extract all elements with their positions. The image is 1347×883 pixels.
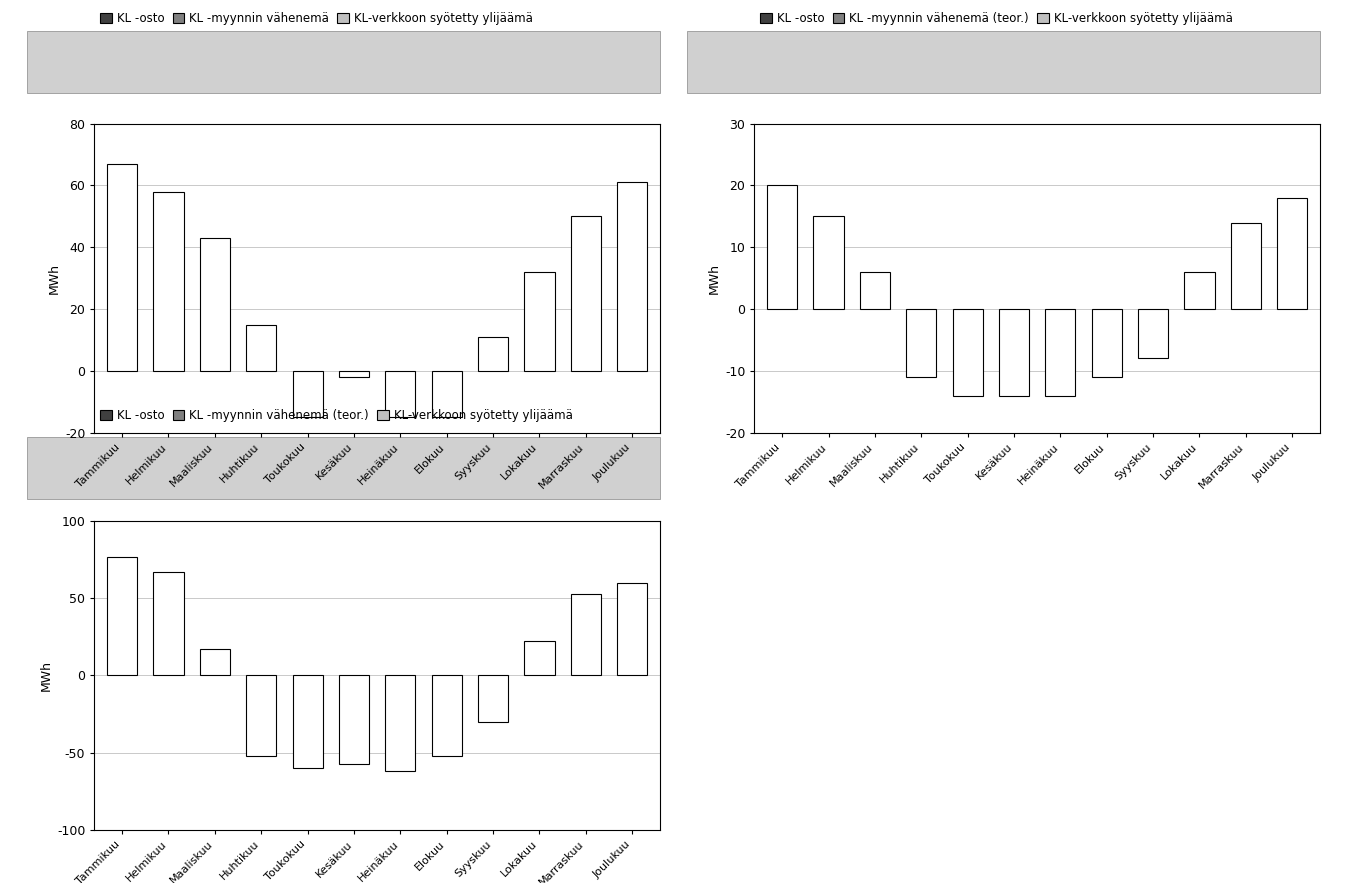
Bar bbox=[247, 675, 276, 756]
Bar bbox=[524, 641, 555, 675]
Y-axis label: MWh: MWh bbox=[47, 262, 61, 294]
Bar bbox=[1231, 223, 1261, 309]
Bar bbox=[339, 371, 369, 377]
Bar bbox=[1184, 272, 1215, 309]
Bar bbox=[339, 675, 369, 764]
Bar bbox=[814, 216, 843, 309]
Bar bbox=[571, 216, 601, 371]
Bar bbox=[617, 183, 648, 371]
Bar bbox=[431, 371, 462, 418]
Legend: KL -osto, KL -myynnin vähenemä, KL-verkkoon syötetty ylijäämä: KL -osto, KL -myynnin vähenemä, KL-verkk… bbox=[100, 12, 532, 25]
Bar bbox=[478, 336, 508, 371]
Bar bbox=[1045, 309, 1075, 396]
Bar bbox=[766, 185, 797, 309]
Bar bbox=[431, 675, 462, 756]
Bar bbox=[524, 272, 555, 371]
Y-axis label: MWh: MWh bbox=[39, 660, 53, 691]
Bar bbox=[247, 325, 276, 371]
Bar bbox=[385, 675, 415, 772]
Bar bbox=[292, 371, 323, 418]
Bar bbox=[1091, 309, 1122, 377]
Bar bbox=[617, 583, 648, 675]
Bar bbox=[154, 192, 183, 371]
Bar bbox=[292, 675, 323, 768]
Bar bbox=[907, 309, 936, 377]
Bar bbox=[999, 309, 1029, 396]
Bar bbox=[952, 309, 983, 396]
Bar bbox=[199, 649, 230, 675]
Bar bbox=[199, 238, 230, 371]
Bar bbox=[859, 272, 890, 309]
Bar bbox=[1138, 309, 1168, 358]
Bar bbox=[571, 593, 601, 675]
Y-axis label: MWh: MWh bbox=[707, 262, 721, 294]
Legend: KL -osto, KL -myynnin vähenemä (teor.), KL-verkkoon syötetty ylijäämä: KL -osto, KL -myynnin vähenemä (teor.), … bbox=[100, 410, 572, 422]
Bar bbox=[106, 556, 137, 675]
Bar bbox=[154, 572, 183, 675]
Bar bbox=[1277, 198, 1308, 309]
Bar bbox=[385, 371, 415, 418]
Bar bbox=[106, 164, 137, 371]
Bar bbox=[478, 675, 508, 722]
Legend: KL -osto, KL -myynnin vähenemä (teor.), KL-verkkoon syötetty ylijäämä: KL -osto, KL -myynnin vähenemä (teor.), … bbox=[760, 12, 1233, 25]
